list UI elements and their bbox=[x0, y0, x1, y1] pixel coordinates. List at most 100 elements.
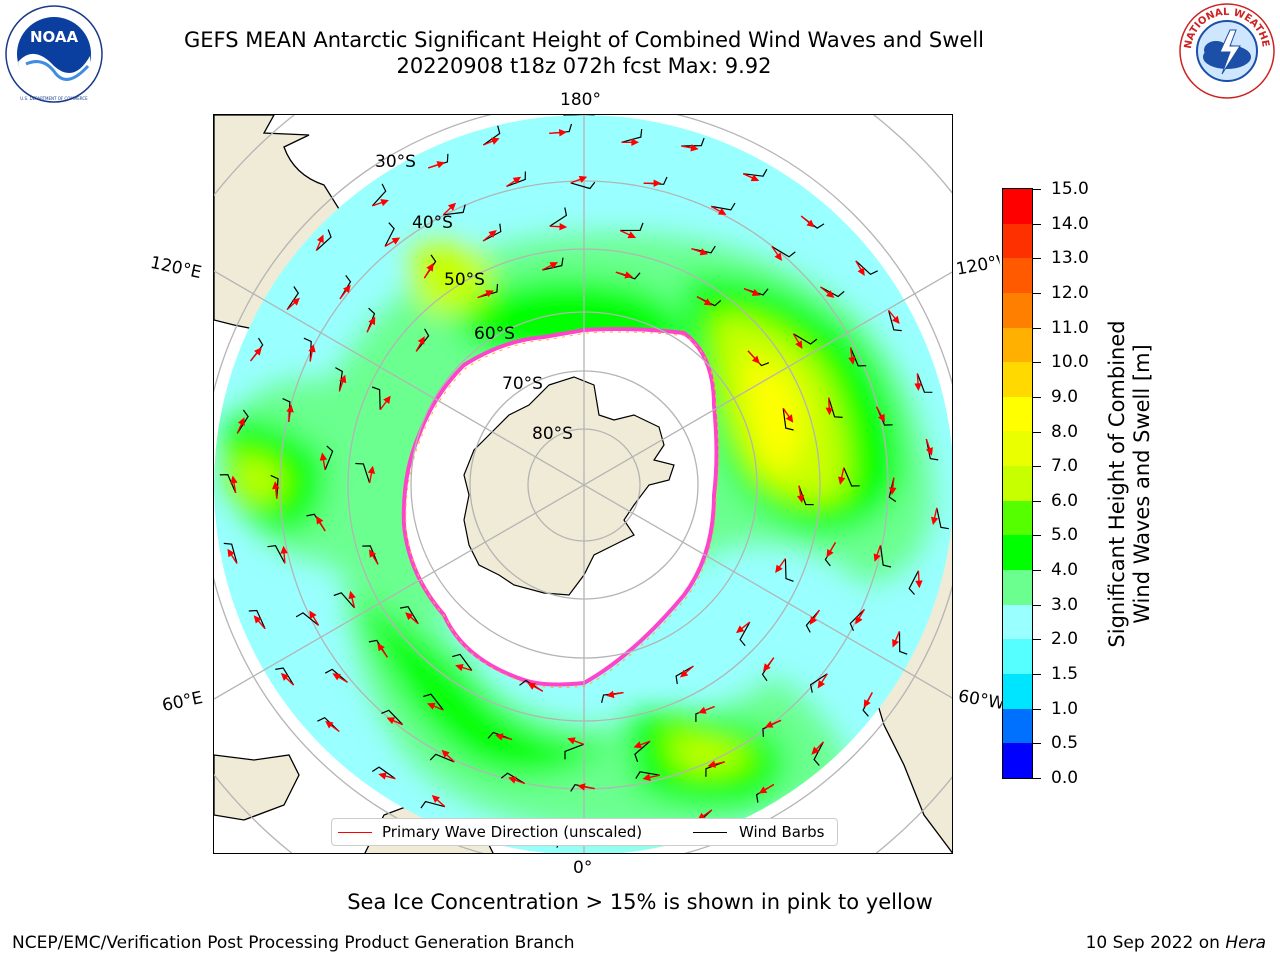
colorbar-tick bbox=[1033, 674, 1041, 676]
wave-arrow-head bbox=[736, 625, 745, 634]
wave-arrow-head bbox=[855, 615, 863, 625]
wave-arrow-head bbox=[405, 612, 414, 621]
wave-arrow-head bbox=[624, 271, 633, 279]
wave-arrow-head bbox=[707, 760, 717, 768]
wave-arrow-head bbox=[367, 465, 376, 475]
colorbar-tick-label: 12.0 bbox=[1051, 282, 1089, 303]
wave-arrow-head bbox=[751, 355, 760, 364]
map-subtitle: 20220908 t18z 072h fcst Max: 9.92 bbox=[396, 54, 772, 78]
wind-barb bbox=[399, 606, 419, 625]
wave-arrow-head bbox=[272, 481, 280, 490]
wind-barb bbox=[270, 474, 279, 499]
colorbar-band bbox=[1003, 189, 1032, 224]
wind-barb bbox=[542, 257, 564, 271]
wind-barb bbox=[286, 286, 300, 310]
wind-barb bbox=[482, 125, 501, 146]
wave-arrow-head bbox=[806, 219, 815, 228]
wave-arrow-head bbox=[877, 413, 885, 423]
wave-arrow-head bbox=[291, 297, 300, 306]
wind-barb bbox=[705, 761, 725, 777]
wave-arrow-head bbox=[386, 717, 396, 725]
colorbar-band bbox=[1003, 743, 1032, 778]
wave-arrow-head bbox=[751, 288, 761, 296]
colorbar-tick bbox=[1033, 639, 1041, 641]
wave-arrow-head bbox=[809, 616, 817, 625]
wind-barb bbox=[843, 467, 860, 487]
wave-arrow-head bbox=[227, 548, 235, 558]
wave-arrow-head bbox=[785, 414, 794, 423]
colorbar-band bbox=[1003, 708, 1032, 744]
wave-arrow-head bbox=[914, 383, 922, 392]
wind-barb bbox=[782, 408, 794, 431]
wind-barb bbox=[423, 693, 444, 711]
wave-arrow-head bbox=[848, 356, 856, 365]
wave-arrow-head bbox=[679, 669, 689, 678]
wind-barb bbox=[477, 283, 499, 299]
colorbar-tick-label: 0.5 bbox=[1051, 733, 1079, 754]
wind-barb bbox=[335, 367, 343, 392]
wave-arrow-head bbox=[319, 452, 328, 461]
wind-barb-swatch bbox=[693, 832, 727, 833]
colorbar-tick bbox=[1033, 500, 1041, 502]
wave-arrow-head bbox=[567, 737, 576, 745]
wave-arrow-head bbox=[237, 417, 245, 426]
colorbar-tick bbox=[1033, 708, 1041, 710]
lat-label-60s: 60°S bbox=[474, 324, 515, 344]
wave-arrow-head bbox=[925, 447, 933, 456]
colorbar-tick bbox=[1033, 396, 1041, 398]
wind-barb bbox=[482, 223, 502, 242]
colorbar-tick bbox=[1033, 431, 1041, 433]
wind-barb bbox=[620, 222, 644, 232]
antarctica bbox=[463, 376, 675, 596]
footer-date-text: 10 Sep 2022 on bbox=[1085, 933, 1220, 953]
wave-arrow-head bbox=[339, 374, 347, 384]
wave-arrow-head bbox=[426, 263, 434, 272]
wind-barb bbox=[711, 202, 736, 211]
wave-arrow-head bbox=[653, 179, 662, 188]
wave-arrow-head bbox=[436, 161, 446, 169]
wind-barb bbox=[936, 507, 949, 530]
wave-arrow-head bbox=[627, 231, 637, 239]
wave-arrow-head bbox=[368, 549, 377, 558]
wind-barb bbox=[324, 445, 334, 471]
wind-barb bbox=[634, 740, 651, 763]
wind-barb bbox=[549, 207, 568, 227]
wave-arrow-head bbox=[485, 290, 494, 297]
wave-arrow-head bbox=[750, 174, 760, 182]
lon-label-60w: 60°W bbox=[956, 686, 1004, 714]
wave-direction-swatch bbox=[338, 832, 372, 833]
wind-barb bbox=[371, 183, 387, 207]
colorbar-band bbox=[1003, 500, 1032, 536]
colorbar-band bbox=[1003, 258, 1032, 293]
lat-label-50s: 50°S bbox=[444, 270, 485, 290]
wind-barb bbox=[691, 245, 716, 254]
colorbar-band bbox=[1003, 570, 1032, 605]
wave-arrow-head bbox=[316, 515, 324, 525]
wind-barb bbox=[362, 545, 379, 565]
wave-arrow-head bbox=[889, 487, 897, 496]
wind-barb bbox=[371, 386, 381, 410]
colorbar-tick-label: 8.0 bbox=[1051, 421, 1079, 442]
wind-barb bbox=[236, 409, 249, 434]
wind-barb bbox=[809, 673, 828, 693]
colorbar-tick-label: 14.0 bbox=[1051, 213, 1089, 234]
wave-arrow-head bbox=[838, 476, 846, 485]
wave-arrow-head bbox=[825, 290, 835, 298]
wave-arrow-head bbox=[348, 590, 356, 600]
wave-arrow-head bbox=[717, 207, 727, 215]
colorbar-tick bbox=[1033, 292, 1041, 294]
wave-arrow-head bbox=[427, 702, 436, 710]
colorbar-band bbox=[1003, 673, 1032, 709]
wind-barb bbox=[248, 609, 266, 630]
wind-barb bbox=[888, 477, 897, 503]
wave-arrow-head bbox=[606, 690, 615, 699]
lat-label-80s: 80°S bbox=[532, 424, 573, 444]
wind-barb bbox=[888, 310, 902, 332]
colorbar-tick-label: 10.0 bbox=[1051, 352, 1089, 373]
wave-arrow-head bbox=[559, 222, 568, 231]
wave-arrow-head bbox=[391, 237, 401, 245]
wind-barb bbox=[849, 347, 867, 367]
wind-barb bbox=[908, 570, 919, 595]
colorbar-tick-label: 11.0 bbox=[1051, 317, 1089, 338]
wave-arrow-head bbox=[417, 336, 425, 345]
